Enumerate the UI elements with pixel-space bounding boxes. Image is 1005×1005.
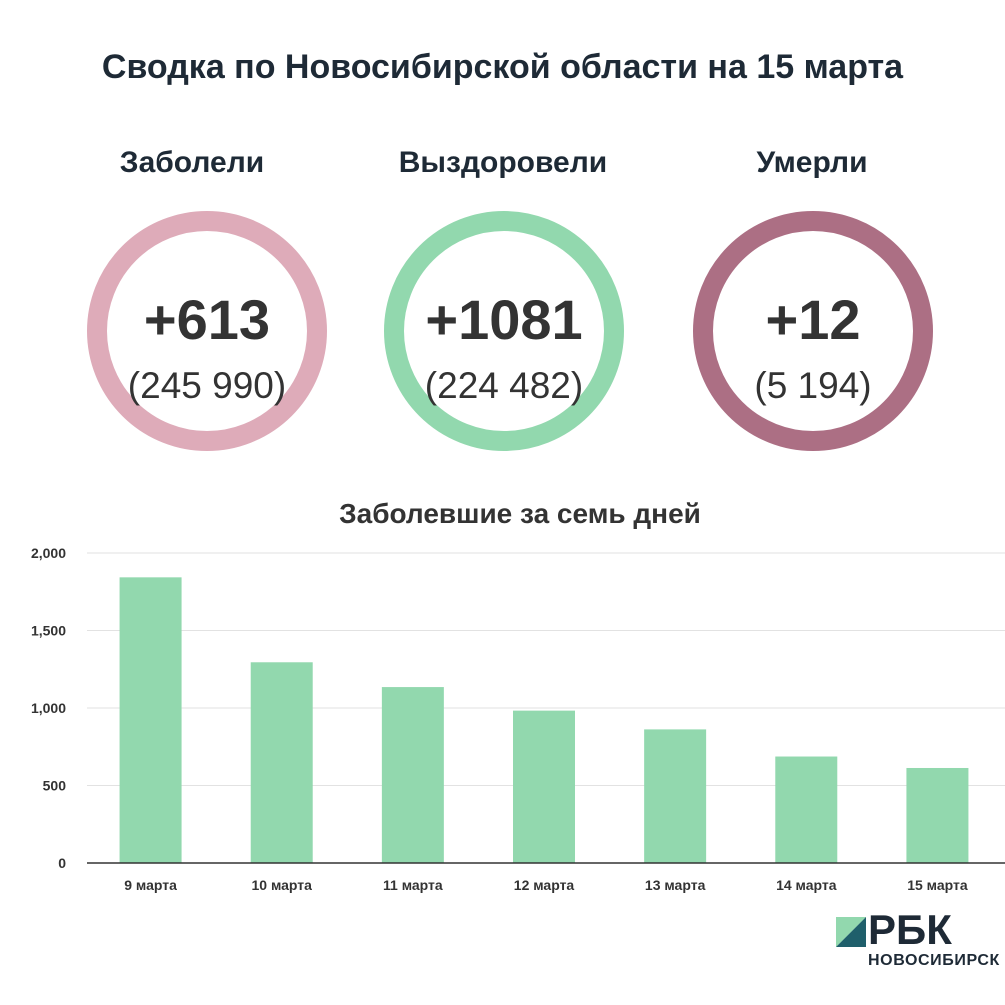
x-tick-label: 9 марта <box>124 877 177 893</box>
x-tick-label: 10 марта <box>251 877 312 893</box>
bar <box>381 687 444 863</box>
y-tick-label: 1,500 <box>31 623 66 639</box>
y-tick-label: 2,000 <box>31 545 66 561</box>
bar <box>513 710 575 863</box>
x-tick-label: 13 марта <box>645 877 706 893</box>
y-tick-label: 1,000 <box>31 700 66 716</box>
bar <box>644 729 707 863</box>
ring-deaths: +12 (5 194) <box>693 211 933 451</box>
ring-infected: +613 (245 990) <box>87 211 327 451</box>
x-tick-label: 11 марта <box>383 877 443 893</box>
chart-title: Заболевшие за семь дней <box>339 498 701 529</box>
y-tick-label: 500 <box>43 778 67 794</box>
stat-total-deaths: (5 194) <box>754 365 872 406</box>
x-tick-label: 14 марта <box>776 877 837 893</box>
stat-label-recovered: Выздоровели <box>398 146 608 179</box>
y-tick-label: 0 <box>58 855 66 871</box>
x-tick-label: 15 марта <box>907 877 968 893</box>
stat-value-infected: +613 <box>143 288 271 351</box>
bar <box>775 756 838 863</box>
stat-label-deaths: Умерли <box>756 146 868 179</box>
stat-value-deaths: +12 <box>765 288 861 351</box>
stat-total-infected: (245 990) <box>127 365 287 406</box>
stat-value-recovered: +1081 <box>425 288 583 351</box>
bar <box>119 577 182 863</box>
rbc-logo-name: РБК <box>868 906 952 953</box>
bar <box>250 662 313 863</box>
ring-recovered: +1081 (224 482) <box>384 211 624 451</box>
stat-total-recovered: (224 482) <box>424 365 584 406</box>
stat-label-infected: Заболели <box>119 146 265 179</box>
rbc-logo-city: НОВОСИБИРСК <box>868 952 1000 969</box>
page-title: Сводка по Новосибирской области на 15 ма… <box>101 48 904 86</box>
bar <box>906 767 969 863</box>
x-tick-label: 12 марта <box>514 877 575 893</box>
rbc-logo-icon <box>836 917 866 947</box>
bar-chart: 0 500 1,000 1,500 2,000 9 марта 10 марта 11 мар… <box>31 545 1005 893</box>
